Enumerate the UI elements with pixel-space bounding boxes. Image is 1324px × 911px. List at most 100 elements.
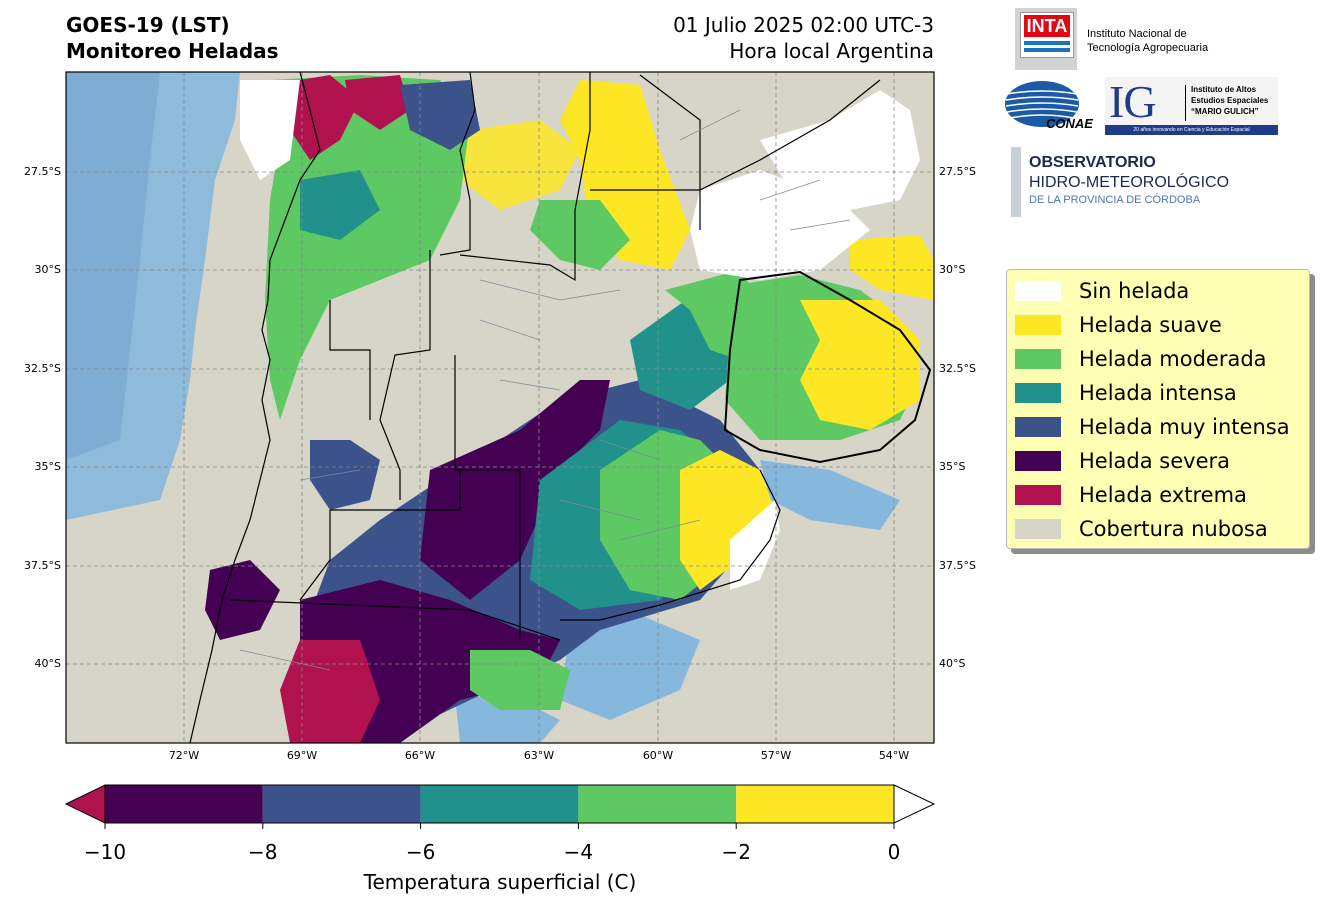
ig-name-line-1: Instituto de Altos xyxy=(1191,85,1257,94)
legend-label: Helada extrema xyxy=(1079,483,1247,507)
colorbar-frame xyxy=(104,784,895,824)
colorbar-tick-label: −6 xyxy=(406,840,435,864)
legend-swatch xyxy=(1015,417,1061,437)
colorbar-segment xyxy=(262,785,421,823)
legend-label: Helada muy intensa xyxy=(1079,415,1290,439)
region-suave-brazil xyxy=(850,235,934,300)
colorbar-tick-label: −8 xyxy=(248,840,277,864)
legend-label: Helada moderada xyxy=(1079,347,1267,371)
colorbar: −10 −8 −6 −4 −2 0 xyxy=(64,784,936,864)
graticule xyxy=(66,72,934,743)
ig-name-line-2: Estudios Espaciales xyxy=(1191,96,1269,105)
colorbar-tick-label: −10 xyxy=(84,840,126,864)
region-severa-center xyxy=(420,380,610,600)
title-line-1: GOES-19 (LST) xyxy=(66,13,230,37)
title-line-2: Monitoreo Heladas xyxy=(66,39,279,63)
region-moderada-northwest xyxy=(265,75,470,420)
province-line-9 xyxy=(229,599,561,641)
region-moderada-south xyxy=(470,650,570,710)
legend-item: Helada extrema xyxy=(1015,480,1247,510)
province-line-8 xyxy=(299,510,331,601)
inta-name-line-2: Tecnología Agropecuaria xyxy=(1087,42,1209,54)
region-suave-uruguay xyxy=(800,300,920,430)
map-frame xyxy=(65,71,935,744)
legend-swatch xyxy=(1015,315,1061,335)
observatorio-line-1: OBSERVATORIO xyxy=(1029,154,1156,171)
province-line-3 xyxy=(459,72,591,282)
map-area xyxy=(66,72,934,743)
ig-logo: IG Instituto de Altos Estudios Espaciale… xyxy=(1105,77,1278,135)
ig-name-line-3: “MARIO GULICH” xyxy=(1191,107,1259,116)
legend-item: Helada suave xyxy=(1015,310,1222,340)
conae-globe-icon xyxy=(1005,81,1079,127)
legend-label: Helada intensa xyxy=(1079,381,1237,405)
region-extrema-north-2 xyxy=(345,75,410,130)
colorbar-segments xyxy=(105,785,894,823)
lon-tick-label: 60°W xyxy=(642,749,674,762)
ig-name: Instituto de Altos Estudios Espaciales “… xyxy=(1191,84,1268,117)
uruguay-border xyxy=(723,270,932,464)
colorbar-tick-label: 0 xyxy=(888,840,901,864)
observatorio-logo: OBSERVATORIO HIDRO-METEOROLÓGICO DE LA P… xyxy=(1029,153,1229,207)
colorbar-tick-label: −4 xyxy=(564,840,593,864)
map-datetime: 01 Julio 2025 02:00 UTC-3 Hora local Arg… xyxy=(673,12,934,64)
region-suave-santiago xyxy=(460,120,580,210)
conae-text: CONAE xyxy=(1046,116,1093,131)
legend-item: Sin helada xyxy=(1015,276,1189,306)
lat-tick-label-right: 40°S xyxy=(939,657,966,670)
legend: Sin helada Helada suave Helada moderada Hel… xyxy=(1006,269,1310,549)
legend-label: Sin helada xyxy=(1079,279,1190,303)
lat-tick-label-left: 30°S xyxy=(34,263,61,276)
datetime-line-2: Hora local Argentina xyxy=(729,39,934,63)
lat-tick-label-right: 32.5°S xyxy=(939,362,976,375)
colorbar-ticks: −10 −8 −6 −4 −2 0 xyxy=(84,823,900,864)
legend-swatch xyxy=(1015,519,1061,539)
legend-item: Helada intensa xyxy=(1015,378,1237,408)
inta-mark: INTA xyxy=(1024,15,1070,37)
legend-item: Helada moderada xyxy=(1015,344,1267,374)
lat-tick-label-right: 30°S xyxy=(939,263,966,276)
lon-tick-label: 54°W xyxy=(878,749,910,762)
andes-border xyxy=(189,72,321,743)
atlantic-ocean-patch-1 xyxy=(760,460,900,530)
colorbar-segment xyxy=(105,785,263,823)
ig-tagline: 20 años innovando en Ciencia y Educación… xyxy=(1105,125,1278,135)
observatorio-line-2: HIDRO-METEOROLÓGICO xyxy=(1029,174,1230,191)
region-extrema-north-1 xyxy=(290,75,360,160)
colorbar-under-arrow xyxy=(64,784,106,824)
province-borders xyxy=(189,72,881,743)
paraguay-border xyxy=(639,74,881,191)
region-sin-helada-coast xyxy=(730,500,780,590)
inta-name-line-1: Instituto Nacional de xyxy=(1087,28,1187,40)
inta-logo: INTA xyxy=(1015,8,1077,70)
legend-label: Helada suave xyxy=(1079,313,1222,337)
lon-tick-label: 63°W xyxy=(523,749,555,762)
lon-tick-label: 57°W xyxy=(760,749,792,762)
colorbar-segment xyxy=(736,785,894,823)
conae-logo: CONAE xyxy=(1004,80,1093,132)
datetime-line-1: 01 Julio 2025 02:00 UTC-3 xyxy=(673,13,934,37)
pacific-ocean-deep xyxy=(66,72,160,460)
region-muy-intensa-mendoza xyxy=(310,440,380,510)
lat-tick-label-left: 35°S xyxy=(34,460,61,473)
lat-tick-label-left: 40°S xyxy=(34,657,61,670)
legend-label: Helada severa xyxy=(1079,449,1230,473)
region-sin-helada-misiones xyxy=(760,90,920,210)
legend-item: Helada severa xyxy=(1015,446,1230,476)
ig-mark: IG xyxy=(1109,76,1157,127)
colorbar-over-arrow xyxy=(893,784,936,824)
observatorio-bar xyxy=(1011,147,1021,217)
inta-name: Instituto Nacional de Tecnología Agropec… xyxy=(1087,27,1208,55)
province-line-2 xyxy=(379,250,431,500)
legend-label: Cobertura nubosa xyxy=(1079,517,1268,541)
region-muy-intensa-north xyxy=(400,80,480,150)
province-line-5 xyxy=(454,355,521,640)
legend-swatch xyxy=(1015,485,1061,505)
region-extrema-south xyxy=(280,640,380,743)
province-line-4 xyxy=(329,300,371,420)
department-lines xyxy=(239,109,851,671)
province-line-1 xyxy=(439,72,476,256)
lat-tick-label-left: 37.5°S xyxy=(24,559,61,572)
lat-tick-label-right: 37.5°S xyxy=(939,559,976,572)
lat-tick-label-right: 35°S xyxy=(939,460,966,473)
